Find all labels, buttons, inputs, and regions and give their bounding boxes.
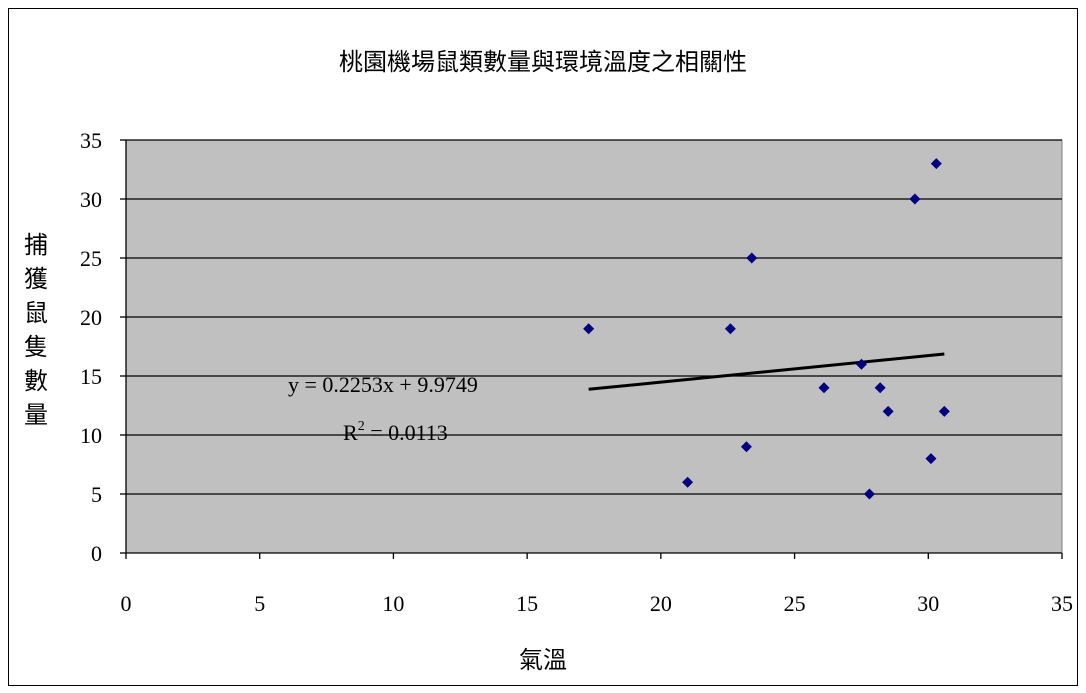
y-tick-label-20: 20 (80, 305, 102, 330)
x-tick-label-25: 25 (784, 591, 806, 616)
y-axis-label: 捕獲鼠隻數量 (24, 231, 48, 429)
y-tick-labels: 0 5 10 15 20 25 30 35 (80, 128, 102, 566)
chart-title: 桃園機場鼠類數量與環境溫度之相關性 (339, 48, 747, 76)
y-tick-label-30: 30 (80, 187, 102, 212)
r2-value: = 0.0113 (365, 420, 448, 445)
data-point-0 (583, 323, 595, 335)
data-point-4 (746, 252, 758, 264)
x-tick-label-30: 30 (917, 591, 939, 616)
x-tick-label-35: 35 (1051, 591, 1073, 616)
x-tick-label-0: 0 (121, 591, 132, 616)
plot-area (125, 139, 1063, 554)
x-tick-label-10: 10 (382, 591, 404, 616)
y-tick-label-0: 0 (91, 541, 102, 566)
y-tick-label-35: 35 (80, 128, 102, 153)
x-tick-label-15: 15 (516, 591, 538, 616)
data-point-6 (855, 358, 867, 370)
r2-letter: R (343, 420, 358, 445)
data-point-2 (724, 323, 736, 335)
data-point-7 (863, 488, 875, 500)
gridlines (126, 139, 1062, 495)
data-point-12 (930, 158, 942, 170)
data-point-11 (925, 453, 937, 465)
trendline-r-squared: R2 = 0.0113 (343, 419, 448, 445)
x-tick-label-5: 5 (254, 591, 265, 616)
data-point-8 (874, 382, 886, 394)
data-point-5 (818, 382, 830, 394)
y-tick-label-10: 10 (80, 423, 102, 448)
y-tick-label-5: 5 (91, 482, 102, 507)
data-point-1 (682, 476, 694, 488)
x-tick-labels: 0 5 10 15 20 25 30 35 (121, 591, 1074, 616)
trendline (588, 352, 945, 391)
r2-exponent: 2 (358, 419, 365, 434)
data-point-3 (740, 441, 752, 453)
x-tick-label-20: 20 (650, 591, 672, 616)
y-tick-label-25: 25 (80, 246, 102, 271)
x-axis-label: 氣溫 (519, 646, 567, 674)
trendline-equation: y = 0.2253x + 9.9749 (288, 372, 478, 397)
data-points (583, 158, 950, 500)
data-point-13 (938, 405, 950, 417)
data-point-10 (909, 193, 921, 205)
axes (120, 139, 1063, 559)
y-tick-label-15: 15 (80, 364, 102, 389)
data-point-9 (882, 405, 894, 417)
